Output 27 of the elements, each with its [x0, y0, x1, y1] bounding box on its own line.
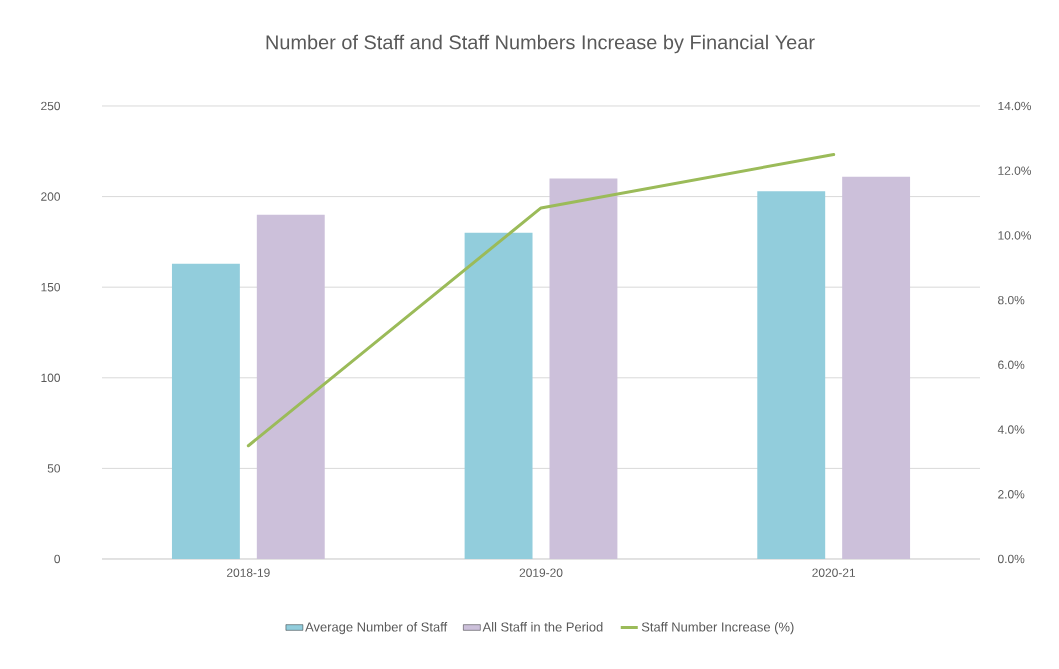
legend-label: Staff Number Increase (%): [641, 622, 794, 635]
y2-tick-label: 12.0%: [998, 166, 1031, 175]
x-tick-label: 2019-20: [519, 568, 563, 577]
bar: [549, 178, 618, 559]
y2-tick-label: 2.0%: [998, 490, 1025, 499]
y-tick-label: 0: [54, 554, 61, 564]
bar: [842, 176, 911, 559]
x-tick-label: 2018-19: [227, 568, 270, 577]
y2-tick-label: 10.0%: [998, 231, 1031, 240]
bar: [464, 232, 533, 559]
legend-label: Average Number of Staff: [305, 622, 448, 635]
y2-tick-label: 6.0%: [998, 360, 1025, 370]
y-tick-label: 250: [41, 101, 61, 111]
x-tick-label: 2020-21: [812, 568, 856, 577]
chart-title: Number of Staff and Staff Numbers Increase by Financial Year: [266, 34, 815, 54]
y-tick-label: 150: [41, 282, 61, 292]
bar: [757, 191, 826, 559]
y-tick-label: 50: [47, 464, 61, 473]
y-tick-label: 200: [41, 192, 61, 201]
y-tick-label: 100: [41, 373, 61, 383]
bar: [171, 263, 240, 559]
y2-tick-label: 0.0%: [998, 554, 1025, 564]
bar: [256, 214, 325, 559]
y2-tick-label: 4.0%: [997, 425, 1025, 434]
y2-tick-label: 14.0%: [998, 101, 1031, 111]
y2-tick-label: 8.0%: [998, 295, 1025, 305]
legend-label: All Staff in the Period: [482, 622, 603, 632]
